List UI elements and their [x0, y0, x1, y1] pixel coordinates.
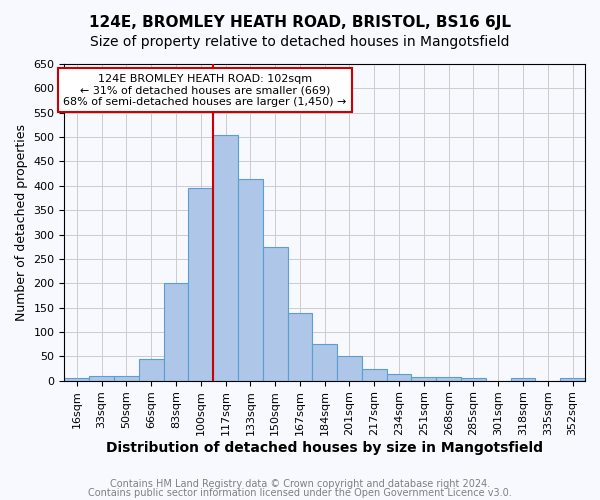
Bar [139, 359, 164, 380]
Text: Contains public sector information licensed under the Open Government Licence v3: Contains public sector information licen… [88, 488, 512, 498]
Bar [114, 376, 139, 380]
Bar [313, 344, 337, 381]
X-axis label: Distribution of detached houses by size in Mangotsfield: Distribution of detached houses by size … [106, 441, 543, 455]
Bar [238, 178, 263, 380]
Bar [560, 378, 585, 380]
Bar [362, 368, 386, 380]
Bar [188, 188, 213, 380]
Bar [263, 246, 287, 380]
Bar [461, 378, 486, 380]
Text: Contains HM Land Registry data © Crown copyright and database right 2024.: Contains HM Land Registry data © Crown c… [110, 479, 490, 489]
Text: 124E, BROMLEY HEATH ROAD, BRISTOL, BS16 6JL: 124E, BROMLEY HEATH ROAD, BRISTOL, BS16 … [89, 15, 511, 30]
Y-axis label: Number of detached properties: Number of detached properties [15, 124, 28, 321]
Bar [213, 134, 238, 380]
Text: 124E BROMLEY HEATH ROAD: 102sqm
← 31% of detached houses are smaller (669)
68% o: 124E BROMLEY HEATH ROAD: 102sqm ← 31% of… [63, 74, 347, 106]
Bar [386, 374, 412, 380]
Bar [164, 284, 188, 380]
Bar [511, 378, 535, 380]
Bar [412, 377, 436, 380]
Text: Size of property relative to detached houses in Mangotsfield: Size of property relative to detached ho… [90, 35, 510, 49]
Bar [436, 377, 461, 380]
Bar [64, 378, 89, 380]
Bar [287, 312, 313, 380]
Bar [89, 376, 114, 380]
Bar [337, 356, 362, 380]
